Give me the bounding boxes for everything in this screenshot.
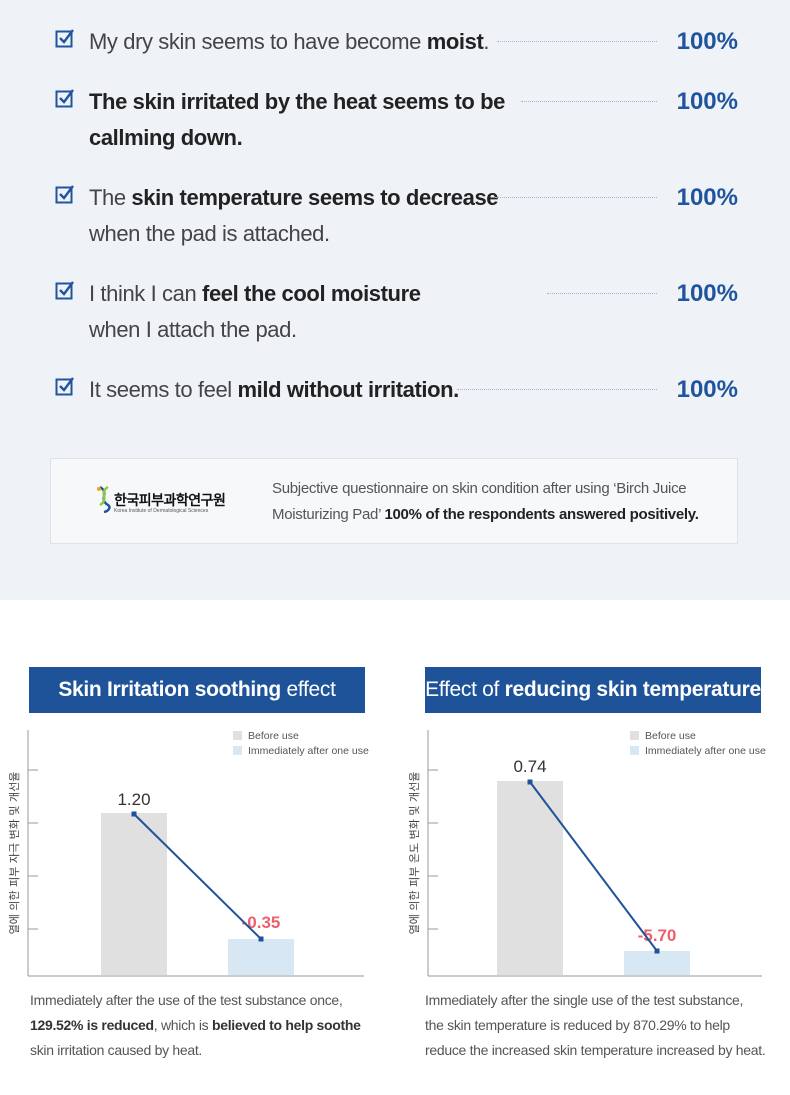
bar [228,939,294,975]
chart-title: Skin Irritation soothing effect [29,667,365,713]
legend-swatch [630,746,639,755]
survey-item-percent: 100% [676,376,738,403]
legend-label: Before use [645,730,696,742]
survey-item: I think I can feel the cool moisture when… [55,276,745,352]
survey-item-text: The skin irritated by the heat seems to … [89,89,505,150]
legend-label: Before use [248,730,299,742]
checkbox-checked-icon [55,89,74,108]
chart-skin-irritation: 열에 의한 피부 자극 변화 및 개선율 Before use Immediatel… [8,730,369,977]
trend-line [529,781,658,952]
data-point [131,811,137,817]
checkbox-checked-icon [55,377,74,396]
data-label: 1.20 [117,790,150,809]
data-point [527,779,533,785]
checkbox-checked-icon [55,29,74,48]
dna-helix-icon [97,485,111,513]
data-label: -0.35 [242,913,281,932]
survey-item: It seems to feel mild without irritation… [55,372,745,412]
legend-swatch [630,731,639,740]
survey-item: My dry skin seems to have become moist. … [55,24,745,64]
data-label: 0.74 [513,757,546,776]
source-note: 한국피부과학연구원 Korea Institute of Dermatologi… [50,458,738,544]
survey-item-text: I think I can feel the cool moisture when… [89,281,421,342]
chart-title: Effect of reducing skin temperature [425,667,761,713]
checkbox-checked-icon [55,185,74,204]
legend-swatch [233,731,242,740]
bar [497,781,563,975]
bar [624,951,690,975]
data-label: -5.70 [638,926,677,945]
survey-item: The skin temperature seems to decrease wh… [55,180,745,256]
leader-dots [457,389,657,390]
logo-english-text: Korea Institute of Dermatological Scienc… [114,508,209,514]
leader-dots [495,197,657,198]
y-axis-label: 열에 의한 피부 온도 변화 및 개선율 [408,772,421,935]
chart-caption: Immediately after the single use of the … [425,992,766,1058]
leader-dots [497,41,657,42]
survey-item-text: My dry skin seems to have become moist. [89,29,490,54]
legend-swatch [233,746,242,755]
trend-line [133,813,262,940]
leader-dots [521,101,657,102]
survey-item-percent: 100% [676,280,738,307]
survey-item: The skin irritated by the heat seems to … [55,84,745,160]
leader-dots [547,293,657,294]
institute-logo: 한국피부과학연구원 Korea Institute of Dermatologi… [96,483,236,523]
legend-label: Immediately after one use [248,745,369,757]
survey-item-text: The skin temperature seems to decrease wh… [89,185,499,246]
survey-item-percent: 100% [676,28,738,55]
bar [101,813,167,975]
survey-section: My dry skin seems to have become moist. … [0,0,790,600]
y-axis-label: 열에 의한 피부 자극 변화 및 개선율 [8,772,21,935]
survey-item-percent: 100% [676,88,738,115]
note-text: Subjective questionnaire on skin conditi… [272,480,699,523]
data-point [258,936,264,942]
chart-caption: Immediately after the use of the test su… [30,992,361,1058]
checkbox-checked-icon [55,281,74,300]
logo-korean-text: 한국피부과학연구원 [114,492,226,508]
data-point [654,948,660,954]
legend-label: Immediately after one use [645,745,766,757]
survey-item-text: It seems to feel mild without irritation… [89,377,459,402]
survey-item-percent: 100% [676,184,738,211]
chart-skin-temperature: 열에 의한 피부 온도 변화 및 개선율 Before use Immediatel… [408,730,766,977]
